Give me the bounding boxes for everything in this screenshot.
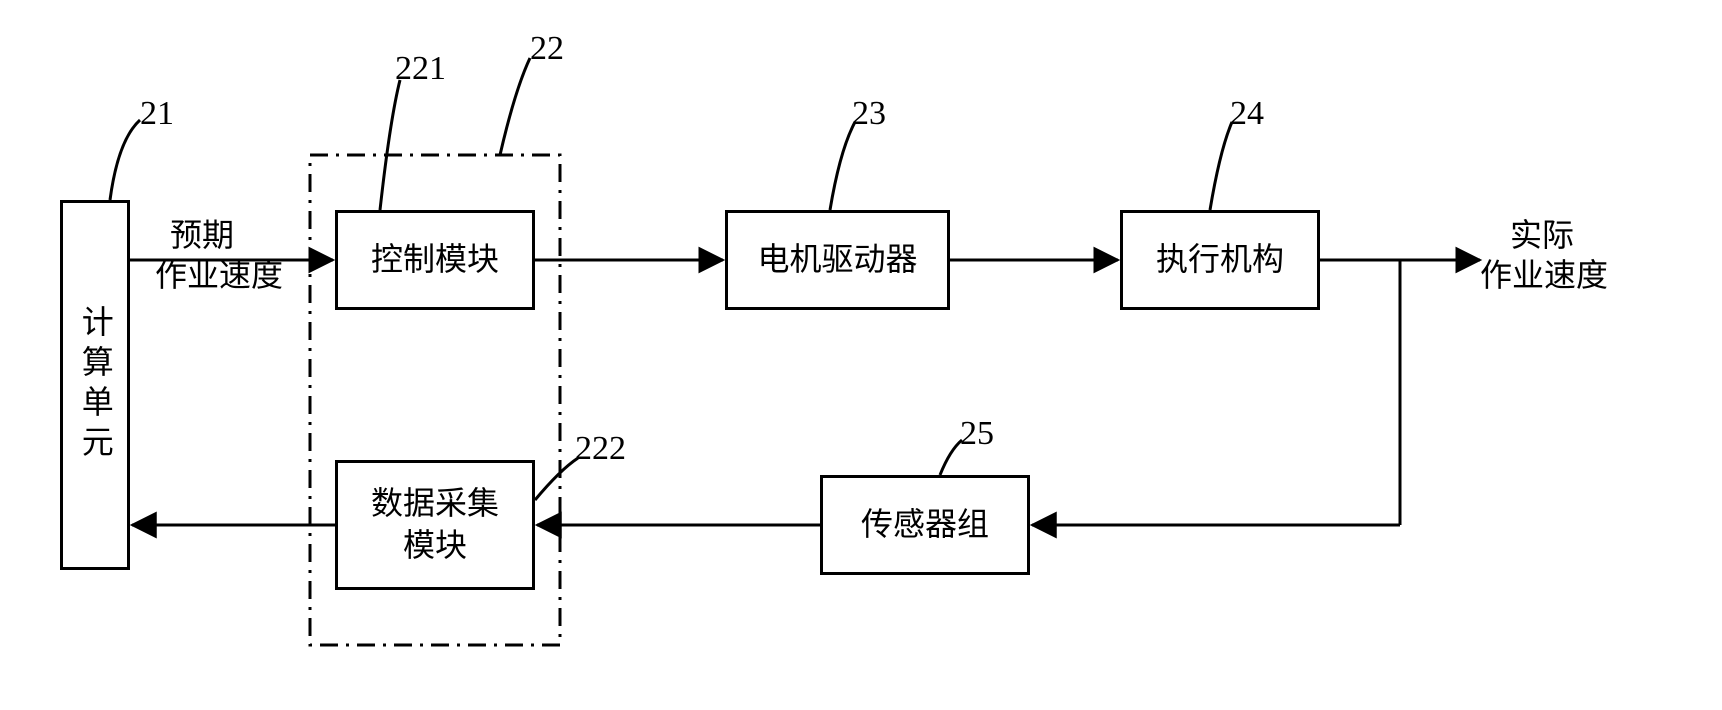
control-module-label: 控制模块 xyxy=(371,239,499,281)
actuator-box: 执行机构 xyxy=(1120,210,1320,310)
num-25: 25 xyxy=(960,415,994,453)
sensor-group-label: 传感器组 xyxy=(861,504,989,546)
compute-unit-box: 计算单元 xyxy=(60,200,130,570)
actual-speed-l2: 作业速度 xyxy=(1480,255,1608,295)
motor-driver-label: 电机驱动器 xyxy=(757,239,917,281)
expected-speed-l2: 作业速度 xyxy=(155,255,283,295)
num-221: 221 xyxy=(395,50,446,88)
diagram-canvas: 计算单元 控制模块 数据采集模块 电机驱动器 执行机构 传感器组 预期 作业速度… xyxy=(0,0,1722,710)
actuator-label: 执行机构 xyxy=(1156,239,1284,281)
sensor-group-box: 传感器组 xyxy=(820,475,1030,575)
motor-driver-box: 电机驱动器 xyxy=(725,210,950,310)
num-22: 22 xyxy=(530,30,564,68)
control-module-box: 控制模块 xyxy=(335,210,535,310)
num-21: 21 xyxy=(140,95,174,133)
compute-unit-label: 计算单元 xyxy=(74,305,116,465)
num-23: 23 xyxy=(852,95,886,133)
num-222: 222 xyxy=(575,430,626,468)
expected-speed-l1: 预期 xyxy=(170,215,234,255)
data-acq-box: 数据采集模块 xyxy=(335,460,535,590)
data-acq-label: 数据采集模块 xyxy=(371,483,499,566)
actual-speed-l1: 实际 xyxy=(1510,215,1574,255)
num-24: 24 xyxy=(1230,95,1264,133)
